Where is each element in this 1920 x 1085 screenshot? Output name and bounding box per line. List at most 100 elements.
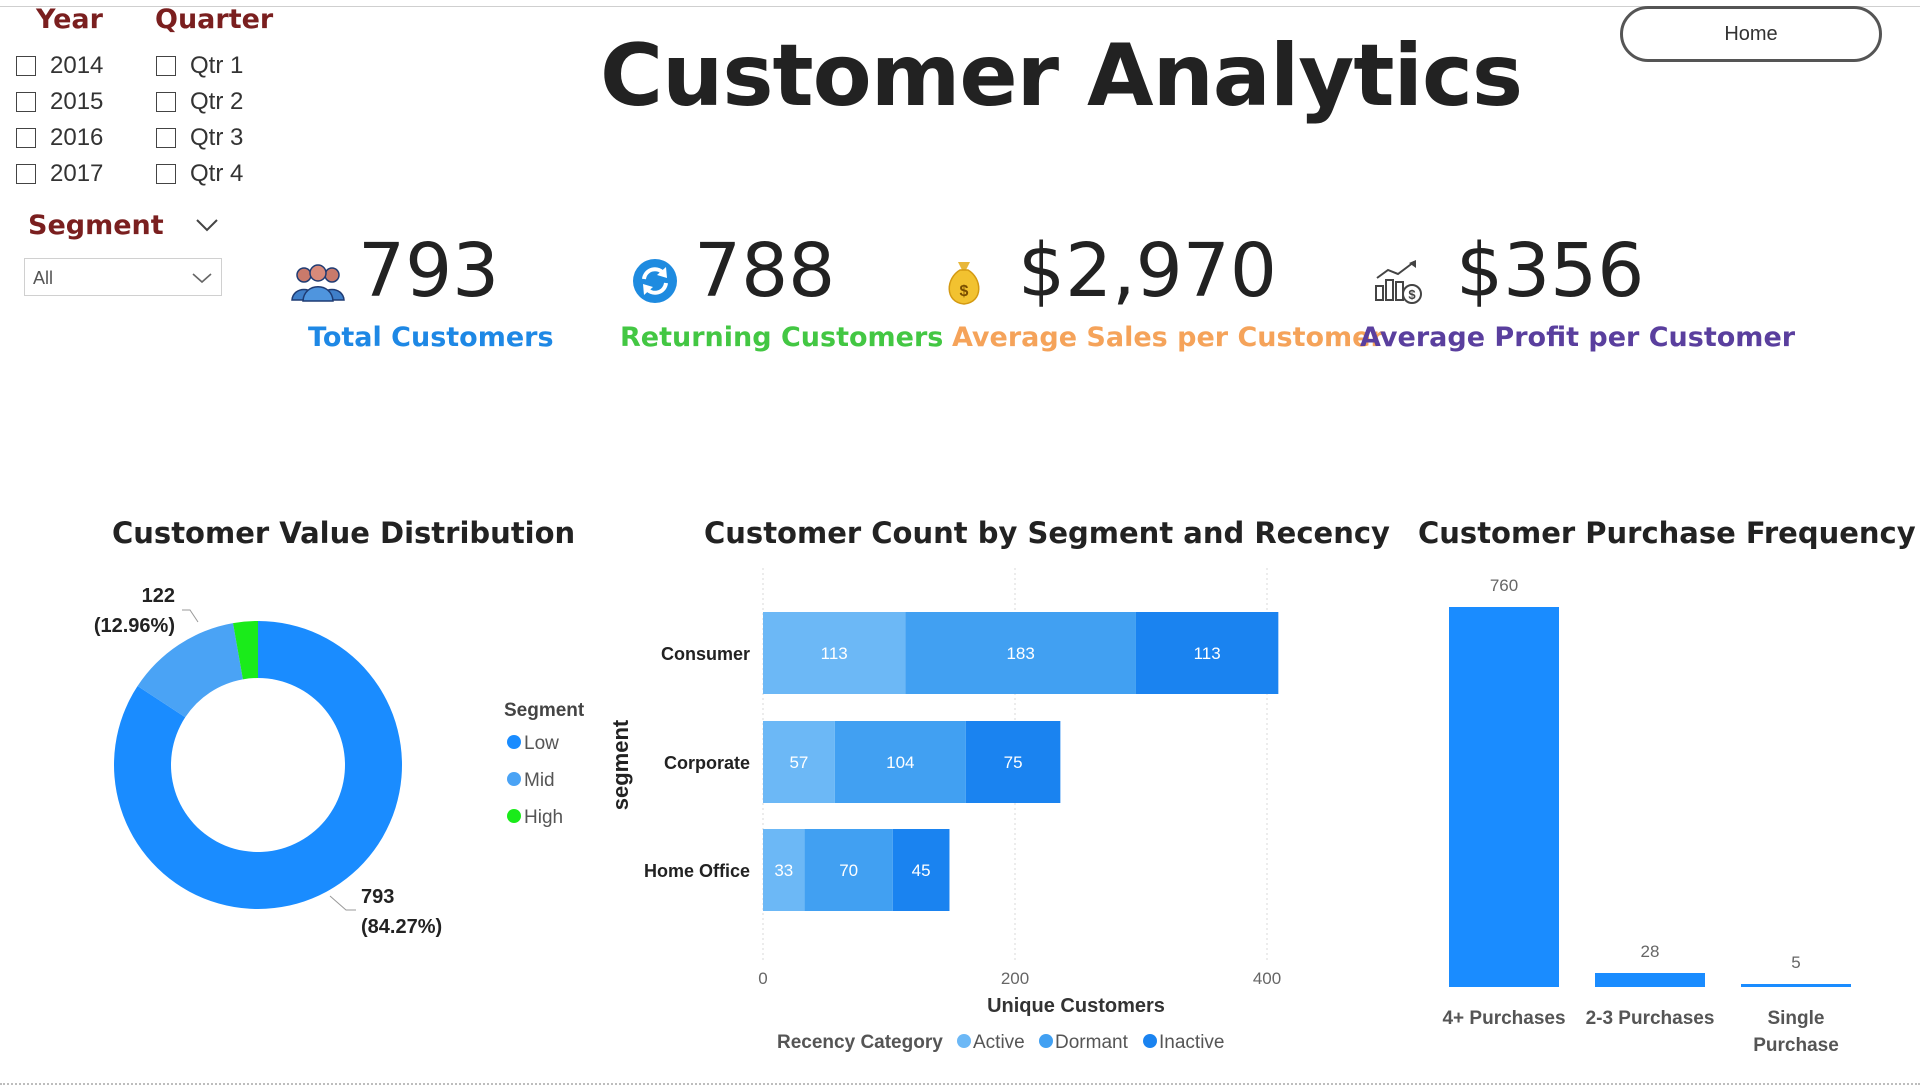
- column-bar: [1595, 973, 1705, 987]
- legend-item: Low: [524, 733, 559, 754]
- quarter-option[interactable]: Qtr 3: [156, 124, 243, 152]
- data-label-pct: (84.27%): [361, 916, 442, 938]
- total-customers-label: Total Customers: [308, 322, 554, 353]
- legend-title: Recency Category: [777, 1032, 943, 1053]
- money-bag-icon: $: [948, 262, 980, 305]
- year-option-label: 2015: [50, 88, 104, 115]
- checkbox[interactable]: [16, 92, 36, 112]
- legend-marker: [507, 772, 521, 786]
- value-distribution-chart: 793 (84.27%) 122 (12.96%) Segment Low Mid High: [94, 585, 585, 938]
- quarter-option[interactable]: Qtr 4: [156, 160, 243, 188]
- category-label: 4+ Purchases: [1442, 1008, 1565, 1029]
- data-label-pct: (12.96%): [94, 615, 175, 637]
- x-tick-label: 0: [758, 969, 767, 988]
- category-label: Purchase: [1753, 1035, 1839, 1056]
- y-axis-title: segment: [608, 719, 633, 810]
- checkbox[interactable]: [16, 128, 36, 148]
- year-option[interactable]: 2014: [16, 52, 103, 80]
- bar-active: [763, 612, 906, 694]
- leader-line: [329, 895, 356, 911]
- category-label: Consumer: [661, 644, 750, 664]
- legend-item: Mid: [524, 770, 555, 791]
- legend-marker: [507, 735, 521, 749]
- bar-dormant: [905, 612, 1136, 694]
- checkbox[interactable]: [156, 164, 176, 184]
- legend-item: Active: [973, 1032, 1025, 1053]
- column-bar: [1449, 607, 1559, 987]
- quarter-option[interactable]: Qtr 2: [156, 88, 243, 116]
- legend-title: Segment: [504, 700, 585, 721]
- data-label-value: 793: [361, 886, 394, 908]
- profit-chart-icon: $: [1375, 260, 1422, 304]
- quarter-option-label: Qtr 2: [190, 88, 244, 115]
- segment-recency-chart: segment Consumer 113 183 113 Corporate 57 104 75…: [608, 568, 1281, 1053]
- bar-inactive: [892, 829, 950, 911]
- avg-profit-label: Average Profit per Customer: [1360, 322, 1796, 353]
- quarter-option-label: Qtr 4: [190, 160, 244, 187]
- leader-line: [182, 609, 199, 623]
- legend-item: Inactive: [1159, 1032, 1224, 1053]
- checkbox[interactable]: [156, 92, 176, 112]
- x-axis-title: Unique Customers: [987, 995, 1165, 1017]
- legend-marker: [507, 809, 521, 823]
- data-label: 57: [789, 753, 808, 772]
- data-label: 113: [821, 644, 848, 663]
- purchase-frequency-title: Customer Purchase Frequency: [1418, 516, 1916, 550]
- svg-text:$: $: [960, 283, 969, 300]
- avg-sales-value: $2,970: [1018, 228, 1277, 314]
- quarter-slicer-title: Quarter: [155, 4, 274, 35]
- checkbox[interactable]: [156, 128, 176, 148]
- legend-marker: [1039, 1034, 1053, 1048]
- year-option[interactable]: 2017: [16, 160, 103, 188]
- checkbox[interactable]: [16, 164, 36, 184]
- chevron-down-icon[interactable]: [194, 216, 220, 234]
- avg-sales-label: Average Sales per Customer: [952, 322, 1384, 353]
- data-label: 104: [886, 753, 914, 772]
- data-label: 28: [1641, 942, 1660, 961]
- x-tick-label: 400: [1253, 969, 1281, 988]
- home-button[interactable]: Home: [1620, 6, 1882, 62]
- refresh-icon: [633, 259, 677, 303]
- data-label: 183: [1006, 644, 1034, 663]
- returning-customers-value: 788: [694, 228, 836, 314]
- bar-inactive: [965, 721, 1061, 803]
- data-label: 45: [912, 861, 931, 880]
- legend-marker: [957, 1034, 971, 1048]
- data-label: 70: [839, 861, 858, 880]
- top-border: [0, 0, 1920, 7]
- category-label: 2-3 Purchases: [1586, 1008, 1715, 1029]
- bar-active: [763, 829, 805, 911]
- year-option-label: 2014: [50, 52, 104, 79]
- category-label: Home Office: [644, 861, 750, 881]
- data-label: 75: [1004, 753, 1023, 772]
- avg-profit-value: $356: [1456, 228, 1645, 314]
- year-option[interactable]: 2016: [16, 124, 103, 152]
- year-option[interactable]: 2015: [16, 88, 103, 116]
- donut-slice-high: [233, 621, 258, 680]
- donut-slice-low: [113, 621, 403, 909]
- svg-text:$: $: [1408, 287, 1416, 302]
- legend-item: Dormant: [1055, 1032, 1129, 1053]
- page-title: Customer Analytics: [600, 26, 1523, 126]
- value-distribution-title: Customer Value Distribution: [112, 516, 576, 550]
- segment-dropdown[interactable]: All: [24, 258, 222, 296]
- returning-customers-label: Returning Customers: [620, 322, 944, 353]
- donut-slice-mid: [137, 623, 243, 718]
- data-label: 5: [1791, 953, 1800, 972]
- segment-slicer-title: Segment: [28, 210, 164, 241]
- year-option-label: 2017: [50, 160, 104, 187]
- category-label: Corporate: [664, 753, 750, 773]
- segment-dropdown-value: All: [33, 268, 54, 288]
- bar-active: [763, 721, 835, 803]
- quarter-option-label: Qtr 1: [190, 52, 244, 79]
- checkbox[interactable]: [156, 56, 176, 76]
- category-label: Single: [1767, 1008, 1824, 1029]
- quarter-option[interactable]: Qtr 1: [156, 52, 243, 80]
- data-label-value: 122: [142, 585, 175, 607]
- data-label: 33: [774, 861, 793, 880]
- data-label: 760: [1490, 576, 1518, 595]
- checkbox[interactable]: [16, 56, 36, 76]
- data-label: 113: [1194, 644, 1221, 663]
- legend-marker: [1143, 1034, 1157, 1048]
- column-bar: [1741, 984, 1851, 987]
